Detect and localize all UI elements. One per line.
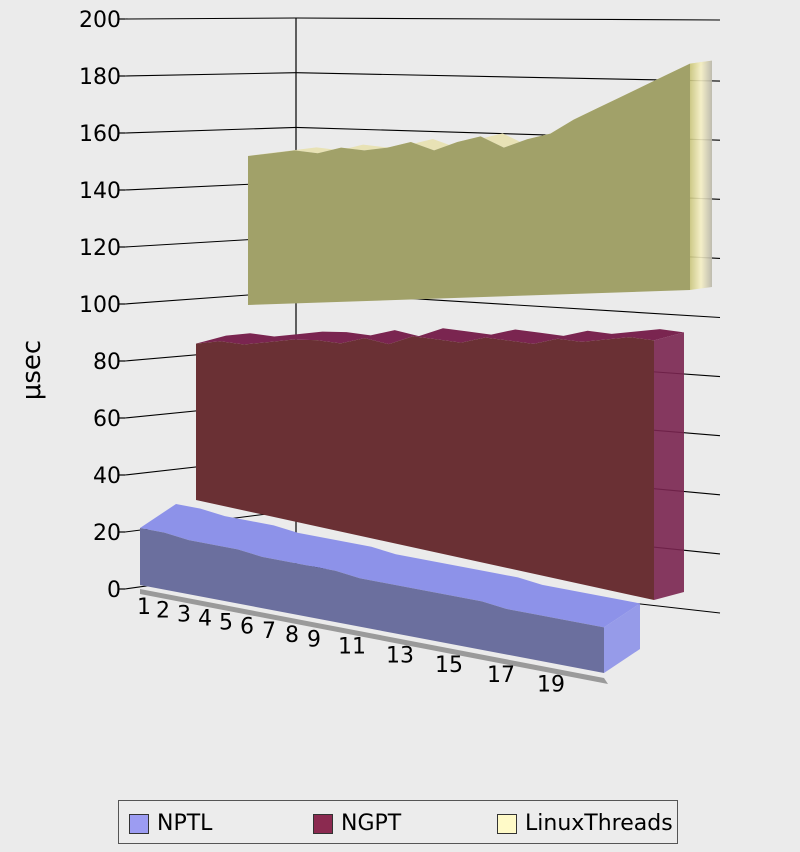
- x-tick-label: 1: [137, 595, 151, 620]
- x-tick-label: 3: [177, 603, 191, 628]
- gridline: [295, 17, 721, 21]
- y-tick-label: 40: [93, 464, 121, 489]
- series-linuxthreads: [248, 60, 712, 305]
- legend-swatch-ngpt: [313, 813, 333, 834]
- y-axis-title: μsec: [17, 340, 47, 400]
- area-front-nptl: [140, 528, 604, 673]
- x-tick-label: 6: [240, 615, 254, 640]
- gridline: [124, 72, 297, 77]
- area-side-ngpt: [654, 332, 684, 600]
- x-tick-label: 9: [307, 627, 321, 652]
- y-tick-label: 20: [93, 521, 121, 546]
- y-tick-label: 120: [79, 236, 121, 261]
- area-top-ngpt: [196, 328, 684, 345]
- legend-label-nptl: NPTL: [157, 811, 213, 836]
- x-tick-label: 7: [262, 619, 276, 644]
- x-tick-label: 19: [537, 672, 565, 697]
- y-tick-label: 140: [79, 179, 121, 204]
- y-tick-label: 100: [79, 293, 121, 318]
- x-tick-label: 11: [338, 635, 366, 660]
- y-tick-label: 160: [79, 122, 121, 147]
- y-tick-label: 200: [79, 8, 121, 33]
- x-tick-label: 13: [386, 644, 414, 669]
- x-tick-label: 15: [435, 653, 463, 678]
- x-tick-label: 2: [156, 599, 170, 624]
- series-layer: [140, 60, 712, 684]
- x-tick-label: 8: [285, 623, 299, 648]
- y-tick-label: 180: [79, 65, 121, 90]
- x-tick-label: 17: [487, 663, 515, 688]
- x-tick-label: 4: [198, 607, 212, 632]
- area-top-nptl: [140, 504, 640, 628]
- floor-edge: [140, 589, 608, 684]
- legend-item-nptl: NPTL: [129, 811, 212, 836]
- y-tick-label: 60: [93, 407, 121, 432]
- legend: NPTL NGPT LinuxThreads: [118, 800, 678, 844]
- gridline: [295, 72, 721, 82]
- legend-swatch-nptl: [129, 813, 149, 834]
- area-side-nptl: [604, 603, 640, 673]
- series-ngpt: [196, 328, 684, 600]
- legend-item-ngpt: NGPT: [313, 811, 401, 836]
- x-tick-label: 5: [219, 611, 233, 636]
- legend-item-linuxthreads: LinuxThreads: [497, 811, 673, 836]
- y-axis: 0 20 40 60 80 100 120 140 160 180 200: [79, 8, 125, 603]
- y-tick-label: 0: [107, 578, 121, 603]
- legend-label-ngpt: NGPT: [341, 811, 402, 836]
- y-tick-label: 80: [93, 350, 121, 375]
- gridline: [124, 126, 297, 134]
- legend-label-linuxthreads: LinuxThreads: [525, 811, 673, 836]
- series-nptl: [140, 504, 640, 673]
- x-axis: 1 2 3 4 5 6 7 8 9 11 13 15 17 19: [137, 595, 565, 697]
- legend-swatch-linuxthreads: [497, 813, 517, 834]
- area-side-linuxthreads: [690, 60, 712, 290]
- gridline: [124, 17, 297, 20]
- area-front-linuxthreads: [248, 63, 690, 305]
- area-front-ngpt: [196, 336, 654, 600]
